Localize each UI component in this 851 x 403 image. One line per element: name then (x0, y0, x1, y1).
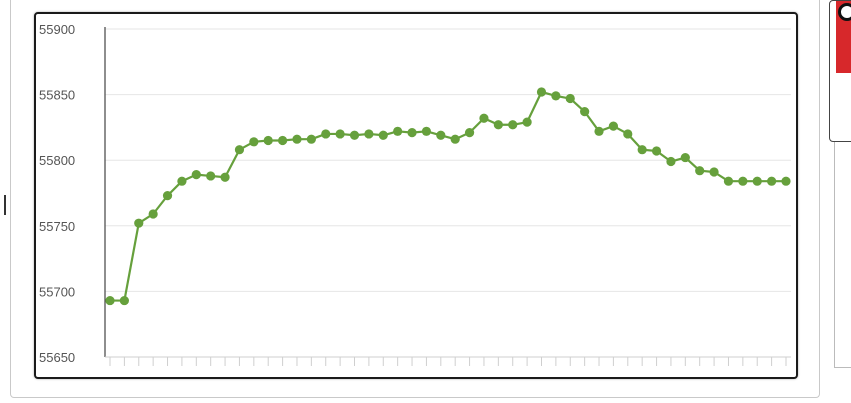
data-point (551, 91, 561, 101)
data-point (292, 134, 302, 144)
data-point (695, 166, 705, 176)
data-point (349, 130, 360, 140)
data-point (220, 172, 230, 182)
side-card-lower (834, 142, 851, 368)
data-point (436, 130, 446, 140)
data-point (580, 107, 590, 117)
data-point (479, 113, 489, 123)
data-point (450, 134, 460, 144)
data-point (249, 137, 259, 147)
data-point (767, 176, 777, 186)
line-chart-frame: 55650 55700 55750 55800 55850 55900 (34, 12, 798, 379)
data-point (191, 170, 201, 180)
data-point (393, 126, 403, 136)
y-tick-label: 55850 (39, 88, 75, 103)
data-point (177, 176, 187, 186)
data-point (421, 126, 432, 136)
point-layer (105, 87, 791, 306)
y-tick-label: 55700 (39, 284, 75, 299)
y-tick-label: 55650 (39, 350, 75, 365)
data-point (206, 171, 216, 181)
data-point (781, 176, 791, 186)
data-point (536, 87, 547, 97)
data-point (723, 176, 734, 186)
data-point (680, 152, 690, 163)
data-point (637, 145, 647, 155)
left-edge-marker (4, 195, 6, 215)
data-point (277, 135, 288, 146)
data-point (522, 117, 532, 127)
data-point (378, 130, 388, 140)
data-point (105, 295, 115, 306)
data-point (364, 129, 374, 139)
side-panel (826, 0, 851, 403)
data-point (565, 93, 575, 104)
y-tick-label: 55800 (39, 153, 75, 168)
data-point (263, 135, 273, 146)
grid-layer (105, 28, 791, 358)
data-point (148, 209, 158, 219)
data-point (666, 156, 676, 167)
axis-layer: 55650 55700 55750 55800 55850 55900 (39, 22, 791, 366)
side-card[interactable] (829, 0, 851, 142)
data-point (335, 129, 345, 139)
data-point (162, 191, 173, 201)
data-point (493, 120, 503, 130)
data-point (709, 167, 719, 177)
series-layer (110, 90, 786, 302)
data-point (306, 134, 316, 144)
search-icon[interactable] (838, 3, 851, 21)
data-point (321, 129, 331, 139)
data-point (738, 176, 748, 186)
data-point (407, 128, 417, 138)
data-point (234, 145, 245, 155)
data-point (119, 295, 129, 306)
data-point (508, 120, 518, 130)
data-point (752, 176, 762, 186)
data-point (464, 128, 475, 138)
y-tick-label: 55750 (39, 219, 75, 234)
data-point (608, 121, 619, 131)
y-tick-label: 55900 (39, 22, 75, 37)
data-point (594, 126, 604, 136)
outer-panel-frame (10, 0, 820, 398)
data-point (651, 146, 662, 156)
series-line (110, 90, 786, 302)
data-point (623, 129, 633, 139)
data-point (134, 218, 144, 228)
line-chart: 55650 55700 55750 55800 55850 55900 (39, 22, 791, 366)
